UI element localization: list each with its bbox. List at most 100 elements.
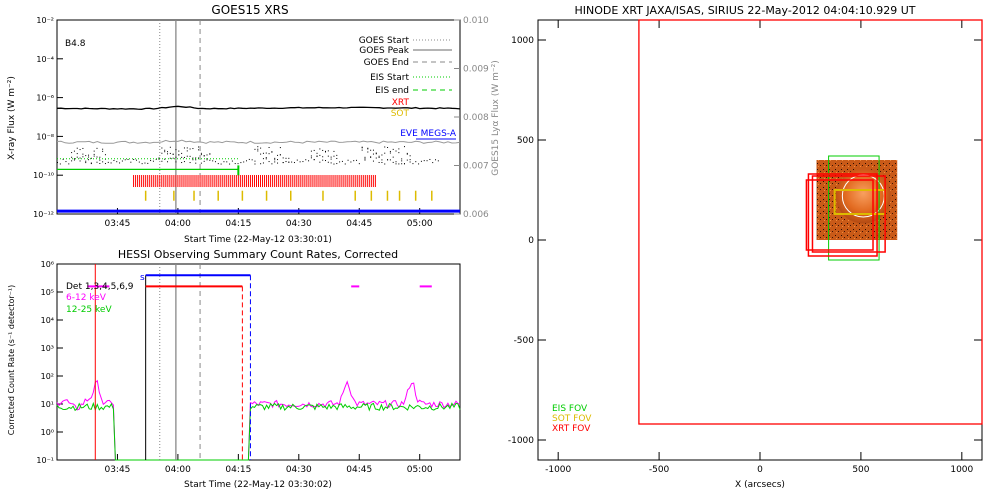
hessi-y-tick-label: 10³ xyxy=(41,344,54,353)
hinode-xrt-fov xyxy=(805,179,874,251)
hessi-series-group xyxy=(56,264,461,461)
goes-noise-dot xyxy=(285,160,287,162)
goes-noise-dot xyxy=(246,160,248,162)
goes-noise-dot xyxy=(93,150,95,152)
legend-sot-fov: SOT FOV xyxy=(552,414,592,424)
goes-noise-dot xyxy=(322,156,324,158)
goes-noise-dot xyxy=(175,149,177,151)
goes-noise-dot xyxy=(254,163,256,165)
goes-noise-dot xyxy=(265,157,267,159)
hessi-x-axis-label: Start Time (22-May-12 03:30:02) xyxy=(184,480,332,490)
goes-noise-dot xyxy=(271,151,273,153)
goes-noise-dot xyxy=(277,154,279,156)
goes-noise-dot xyxy=(138,161,140,163)
goes-noise-dot xyxy=(389,150,391,152)
hessi-x-tick-label: 03:45 xyxy=(104,465,130,475)
goes-noise-dot xyxy=(398,148,400,150)
goes-noise-dot xyxy=(344,163,346,165)
legend-goes-start: GOES Start xyxy=(359,36,410,46)
goes-noise-dot xyxy=(299,161,301,163)
goes-noise-dot xyxy=(209,159,211,161)
goes-noise-dot xyxy=(90,163,92,165)
hinode-y-tick-label: -500 xyxy=(514,336,535,346)
goes-noise-dot xyxy=(319,154,321,156)
goes-y-tick-label: 10⁻⁸ xyxy=(36,132,54,141)
goes-noise-dot xyxy=(364,159,366,161)
hinode-y-tick-label: -1000 xyxy=(508,436,534,446)
goes-noise-dot xyxy=(350,161,352,163)
goes-x-axis-label: Start Time (22-May-12 03:30:01) xyxy=(184,235,332,245)
goes-noise-dot xyxy=(401,158,403,160)
goes-noise-dot xyxy=(378,155,380,157)
goes-series-group xyxy=(56,20,461,214)
goes-noise-dot xyxy=(169,146,171,148)
goes-noise-dot xyxy=(90,157,92,159)
goes-legend: GOES Start GOES Peak GOES End EIS Start … xyxy=(359,36,457,139)
goes-noise-dot xyxy=(347,159,349,161)
goes-noise-dot xyxy=(260,153,262,155)
hessi-x-tick-label: 04:00 xyxy=(165,465,191,475)
goes-noise-dot xyxy=(305,159,307,161)
goes-noise-dot xyxy=(82,147,84,149)
goes-noise-dot xyxy=(186,147,188,149)
goes-noise-dot xyxy=(353,160,355,162)
goes-noise-dot xyxy=(277,162,279,164)
goes-x-tick-label: 04:30 xyxy=(286,219,312,229)
goes-noise-dot xyxy=(186,150,188,152)
goes-noise-dot xyxy=(183,147,185,149)
goes-noise-dot xyxy=(240,162,242,164)
goes-noise-dot xyxy=(316,152,318,154)
goes-noise-dot xyxy=(96,161,98,163)
goes-noise-dot xyxy=(319,148,321,150)
goes-noise-dot xyxy=(406,153,408,155)
hinode-legend: EIS FOV SOT FOV XRT FOV xyxy=(552,404,592,434)
goes-noise-dot xyxy=(214,161,216,163)
hinode-sun-disk xyxy=(835,168,891,224)
hessi-x-tick-label: 04:45 xyxy=(346,465,372,475)
goes-noise-dot xyxy=(203,160,205,162)
goes-noise-dot xyxy=(403,146,405,148)
goes-noise-dot xyxy=(254,160,256,162)
goes-noise-dot xyxy=(341,160,343,162)
goes-noise-dot xyxy=(57,162,58,164)
goes-noise-dot xyxy=(73,159,75,161)
goes-noise-dot xyxy=(237,163,239,165)
goes-noise-dot xyxy=(375,157,377,159)
goes-noise-dot xyxy=(76,156,78,158)
hessi-panel: HESSI Observing Summary Count Rates, Cor… xyxy=(7,248,461,490)
goes-noise-dot xyxy=(147,162,149,164)
goes-noise-dot xyxy=(361,147,363,149)
goes-noise-dot xyxy=(161,160,163,162)
goes-noise-dot xyxy=(231,160,233,162)
goes-noise-dot xyxy=(437,160,439,162)
goes-noise-dot xyxy=(178,154,180,156)
goes-noise-dot xyxy=(141,163,143,165)
goes-noise-dot xyxy=(181,152,183,154)
goes-noise-dot xyxy=(293,162,295,164)
goes-noise-dot xyxy=(88,156,90,158)
goes-noise-dot xyxy=(288,161,290,163)
goes-noise-dot xyxy=(367,148,369,150)
goes-noise-dot xyxy=(169,152,171,154)
goes-noise-dot xyxy=(372,149,374,151)
goes-panel: GOES15 XRS B4.8 X-ray Flux (W m⁻²) GOES1… xyxy=(7,3,501,245)
goes-noise-dot xyxy=(158,157,160,159)
goes-noise-dot xyxy=(356,159,358,161)
goes-noise-dot xyxy=(367,151,369,153)
goes-flare-class: B4.8 xyxy=(65,39,86,49)
goes-noise-dot xyxy=(203,155,205,157)
hessi-y-tick-label: 10⁻¹ xyxy=(36,456,54,465)
goes-noise-dot xyxy=(330,158,332,160)
hessi-title: HESSI Observing Summary Count Rates, Cor… xyxy=(118,248,398,261)
goes-noise-dot xyxy=(85,162,87,164)
goes-noise-dot xyxy=(71,160,73,162)
legend-12-25-kev: 12-25 keV xyxy=(66,305,112,315)
goes-noise-dot xyxy=(330,162,332,164)
goes-noise-dot xyxy=(330,156,332,158)
goes-noise-dot xyxy=(398,163,400,165)
goes-noise-dot xyxy=(186,155,188,157)
goes-noise-dot xyxy=(381,161,383,163)
legend-xrt: XRT xyxy=(392,98,410,108)
goes-noise-dot xyxy=(423,160,425,162)
goes-noise-dot xyxy=(229,163,231,165)
